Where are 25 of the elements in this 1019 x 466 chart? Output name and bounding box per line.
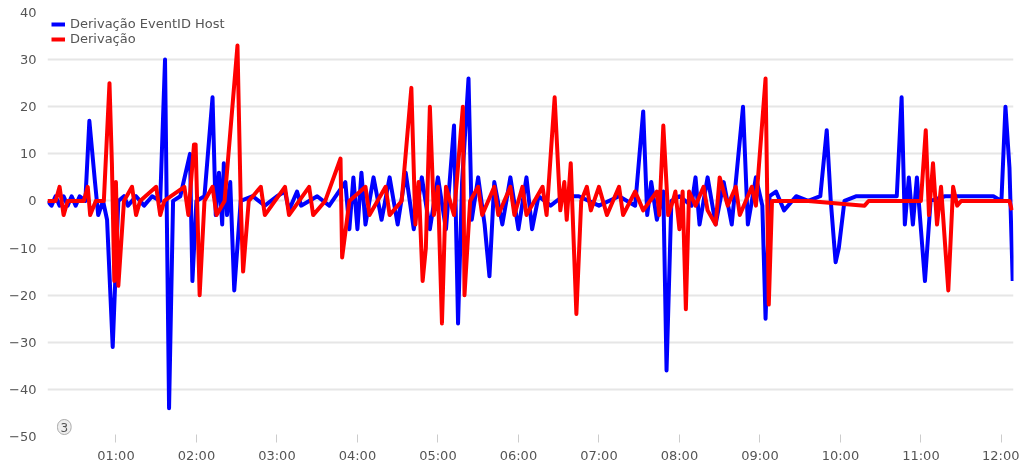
x-tick-label: 05:00 [419,447,457,463]
y-tick-label: 40 [19,5,37,20]
y-tick-label: −40 [9,381,37,397]
x-tick-label: 02:00 [177,447,216,463]
x-tick-label: 01:00 [97,447,135,463]
annotation: 3 [60,420,69,435]
x-tick-label: 06:00 [499,447,538,463]
x-tick-label: 10:00 [821,447,860,463]
x-tick-label: 12:00 [982,447,1019,463]
y-tick-label: −30 [9,334,37,350]
x-tick-label: 04:00 [338,447,377,463]
x-tick-label: 09:00 [741,447,779,463]
x-tick-label: 11:00 [902,447,940,463]
x-tick-label: 07:00 [580,447,618,463]
y-tick-label: 10 [19,146,37,162]
x-tick-label: 08:00 [660,447,699,463]
legend-label: Derivação [70,31,136,46]
legend-label: Derivação EventID Host [70,16,225,31]
y-tick-label: −10 [9,240,37,256]
y-tick-label: 0 [28,193,37,209]
y-tick-label: 30 [19,52,37,68]
y-tick-label: 20 [19,99,37,115]
x-tick-label: 03:00 [258,447,296,463]
y-tick-label: −20 [9,287,37,303]
y-tick-label: −50 [9,429,37,444]
